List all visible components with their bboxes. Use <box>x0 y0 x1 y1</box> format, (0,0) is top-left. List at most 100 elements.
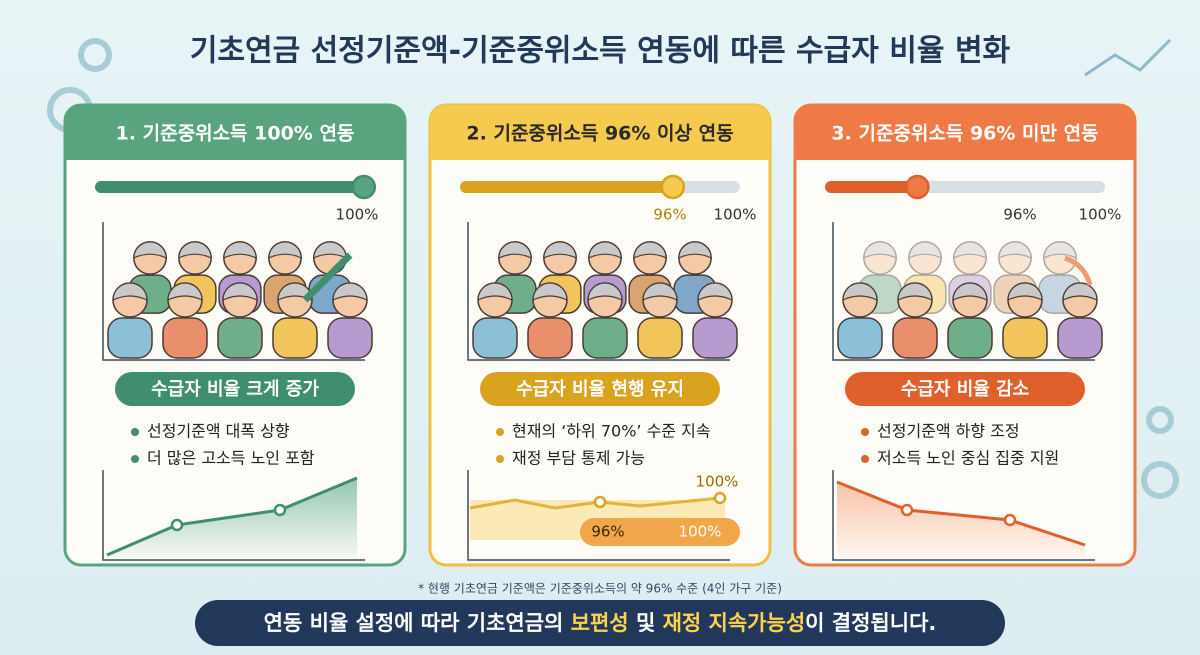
slider-knob <box>660 174 686 200</box>
people <box>107 241 373 359</box>
person <box>1057 282 1103 359</box>
person-body <box>272 317 318 359</box>
bullet-text: 현재의 ‘하위 70%’ 수준 지속 <box>512 422 711 441</box>
person-hair <box>588 241 622 259</box>
mini-point <box>593 495 607 509</box>
person-body <box>107 317 153 359</box>
bullet-dot <box>861 455 869 463</box>
slider-knob <box>351 174 377 200</box>
person-hair <box>953 241 987 259</box>
person <box>582 282 628 359</box>
person-body <box>837 317 883 359</box>
person-body <box>947 317 993 359</box>
person-body <box>472 317 518 359</box>
person-body <box>162 317 208 359</box>
slider-fill <box>460 181 673 193</box>
person-hair <box>842 282 878 301</box>
bullet-text: 재정 부담 통제 가능 <box>512 449 645 468</box>
card-header-text: 2. 기준중위소득 96% 이상 연동 <box>466 123 733 145</box>
person-hair <box>477 282 513 301</box>
bullet-text: 저소득 노인 중심 집중 지원 <box>877 449 1059 468</box>
bullet-dot <box>131 455 139 463</box>
person-hair <box>587 282 623 301</box>
person-body <box>1002 317 1048 359</box>
mini-point <box>1003 513 1017 527</box>
person-hair <box>998 241 1032 259</box>
person-hair <box>697 282 733 301</box>
person-hair <box>532 282 568 301</box>
card: 2. 기준중위소득 96% 이상 연동 96% 100% 수급자 비율 현행 유지현재… <box>428 103 772 567</box>
person-hair <box>1043 241 1077 259</box>
trend-arrow <box>1064 255 1093 286</box>
person-body <box>582 317 628 359</box>
slider-fill <box>95 181 364 193</box>
person-hair <box>897 282 933 301</box>
person-hair <box>167 282 203 301</box>
card-header <box>795 105 1135 160</box>
person-hair <box>313 241 347 259</box>
trend-arrow <box>302 252 353 303</box>
people <box>837 241 1103 359</box>
person-body <box>692 317 738 359</box>
scale-label: 100% <box>336 206 379 224</box>
person-hair <box>543 241 577 259</box>
banner-highlight: 보편성 <box>571 611 629 635</box>
chart-label: 96% <box>591 523 624 541</box>
mini-point <box>273 503 287 517</box>
person-hair <box>1007 282 1043 301</box>
person-hair <box>633 241 667 259</box>
person <box>162 282 208 359</box>
person-body <box>892 317 938 359</box>
card-header-text: 3. 기준중위소득 96% 미만 연동 <box>831 123 1098 145</box>
person-hair <box>133 241 167 259</box>
bullet-text: 선정기준액 대폭 상향 <box>147 422 290 441</box>
person-body <box>1057 317 1103 359</box>
slider-knob <box>905 174 930 200</box>
decor-line <box>1084 38 1172 77</box>
banner-highlight: 재정 지속가능성 <box>663 611 806 635</box>
axis <box>102 222 365 361</box>
people <box>472 241 738 359</box>
bullet-dot <box>131 428 139 436</box>
person <box>107 282 153 359</box>
bullet-dot <box>496 428 504 436</box>
bullet-text: 더 많은 고소득 노인 포함 <box>147 449 315 468</box>
person <box>472 282 518 359</box>
card-header <box>65 105 405 160</box>
scale-label: 100% <box>714 206 757 224</box>
banner <box>195 600 1005 646</box>
axis <box>467 222 730 361</box>
bullet-dot <box>861 428 869 436</box>
person-body <box>327 317 373 359</box>
banner-part: 이 결정됩니다. <box>805 611 936 635</box>
person-hair <box>332 282 368 301</box>
person-body <box>217 317 263 359</box>
person-hair <box>277 282 313 301</box>
person-hair <box>498 241 532 259</box>
mini-point <box>170 518 184 532</box>
scale-label: 96% <box>1003 206 1036 224</box>
mini-axis <box>832 470 1095 561</box>
person-head <box>908 241 942 275</box>
mini-line <box>106 476 358 557</box>
person <box>327 282 373 359</box>
person-hair <box>1062 282 1098 301</box>
card: 3. 기준중위소득 96% 미만 연동 96% 100% 수급자 비율 감소선정기준액… <box>793 103 1137 567</box>
mini-point <box>713 491 727 505</box>
person-hair <box>112 282 148 301</box>
person-head <box>1043 241 1077 275</box>
bullet-text: 선정기준액 하향 조정 <box>877 422 1020 441</box>
person <box>947 282 993 359</box>
mini-axis <box>467 470 730 561</box>
person <box>527 282 573 359</box>
badge <box>480 372 720 406</box>
card-header <box>430 105 770 160</box>
person-body <box>527 317 573 359</box>
person <box>272 282 318 359</box>
person-body <box>637 317 683 359</box>
person <box>217 282 263 359</box>
badge-text: 수급자 비율 크게 증가 <box>151 379 319 400</box>
